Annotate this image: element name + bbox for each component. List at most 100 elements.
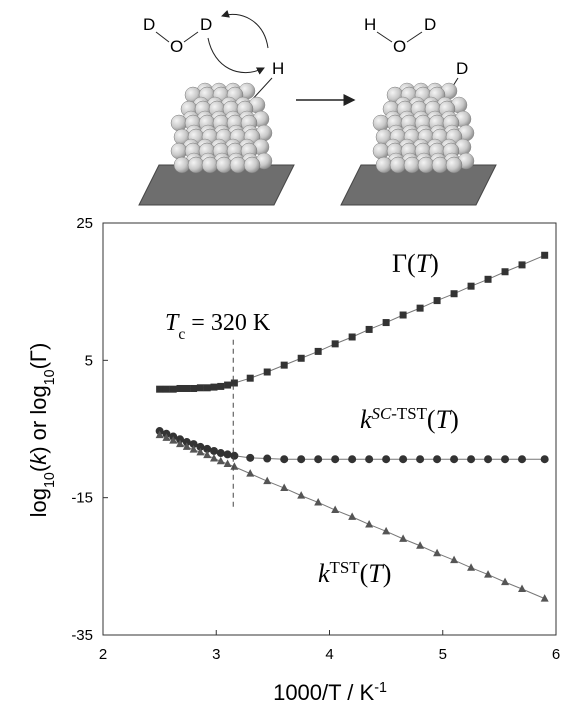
text-part: SC	[372, 404, 392, 423]
atom	[373, 143, 389, 159]
point	[314, 455, 322, 463]
point	[382, 455, 390, 463]
point	[541, 455, 549, 463]
point	[224, 450, 232, 458]
series-label: kSC-TST(T)	[360, 404, 459, 435]
point	[399, 455, 407, 463]
atom	[432, 157, 448, 173]
point	[263, 455, 271, 463]
point	[332, 340, 339, 347]
point	[298, 355, 305, 362]
curved-arrow	[208, 38, 264, 73]
atom	[418, 157, 434, 173]
point	[484, 455, 492, 463]
point	[156, 386, 163, 393]
atom	[171, 115, 187, 131]
atom	[244, 157, 260, 173]
series-label: kTST(T)	[318, 558, 391, 589]
point	[434, 297, 441, 304]
x-tick-label: 4	[325, 646, 333, 663]
nanocluster	[139, 83, 294, 205]
point	[197, 384, 204, 391]
point	[541, 252, 548, 259]
point	[417, 305, 424, 312]
atom-label: H	[364, 15, 376, 34]
point	[281, 362, 288, 369]
text-part: 1000/T / K	[273, 680, 374, 705]
x-axis-label: 1000/T / K-1	[273, 680, 387, 705]
bond	[377, 32, 392, 42]
tc-annotation: Tc = 320 K	[165, 310, 271, 343]
point	[204, 384, 211, 391]
support-slab	[341, 165, 496, 205]
atom-label: O	[393, 37, 406, 56]
text-part: log	[26, 488, 51, 517]
point	[450, 455, 458, 463]
point	[502, 268, 509, 275]
y-tick-label: -15	[71, 490, 93, 507]
point	[501, 455, 509, 463]
text-part: k	[360, 405, 372, 434]
text-part: (	[360, 559, 369, 588]
atom	[404, 157, 420, 173]
point	[177, 385, 184, 392]
bond	[156, 32, 169, 42]
point	[210, 454, 218, 462]
text-part: ) or log	[26, 385, 51, 453]
point	[224, 382, 231, 389]
atom	[202, 157, 218, 173]
text-part: Γ(	[392, 249, 416, 278]
atom-label: D	[200, 15, 212, 34]
point	[297, 455, 305, 463]
point	[210, 384, 217, 391]
point	[315, 348, 322, 355]
atom-label: O	[170, 37, 183, 56]
atom-label: D	[456, 59, 468, 78]
y-tick-label: 25	[76, 215, 93, 232]
point	[230, 452, 238, 460]
point	[383, 319, 390, 326]
point	[485, 276, 492, 283]
point	[163, 386, 170, 393]
text-part: )	[383, 559, 392, 588]
point	[183, 385, 190, 392]
atom-label: H	[272, 59, 284, 78]
point	[467, 455, 475, 463]
atom	[446, 157, 462, 173]
point	[451, 290, 458, 297]
point	[280, 455, 288, 463]
atom	[174, 157, 190, 173]
y-tick-label: -35	[71, 627, 93, 644]
point	[365, 455, 373, 463]
text-part: -TST	[391, 404, 427, 423]
atom	[171, 143, 187, 159]
text-part: 10	[42, 369, 58, 385]
point	[190, 385, 197, 392]
point	[366, 326, 373, 333]
atom	[188, 157, 204, 173]
point	[518, 455, 526, 463]
point	[264, 369, 271, 376]
text-part: (Γ)	[26, 343, 51, 370]
y-axis-label: log10(k) or log10(Γ)	[26, 343, 58, 518]
atom	[390, 157, 406, 173]
bond	[407, 32, 422, 42]
text-part: TST	[330, 558, 361, 577]
text-part: )	[430, 249, 439, 278]
point	[349, 333, 356, 340]
bond	[184, 32, 198, 42]
point	[231, 379, 238, 386]
point	[331, 455, 339, 463]
point	[348, 455, 356, 463]
point	[217, 383, 224, 390]
point	[416, 455, 424, 463]
point	[210, 447, 218, 455]
atom	[216, 157, 232, 173]
point	[468, 283, 475, 290]
nanocluster	[341, 83, 496, 205]
atom-label: D	[424, 15, 436, 34]
point	[170, 386, 177, 393]
text-part: (	[427, 405, 436, 434]
y-tick-label: 5	[85, 352, 93, 369]
